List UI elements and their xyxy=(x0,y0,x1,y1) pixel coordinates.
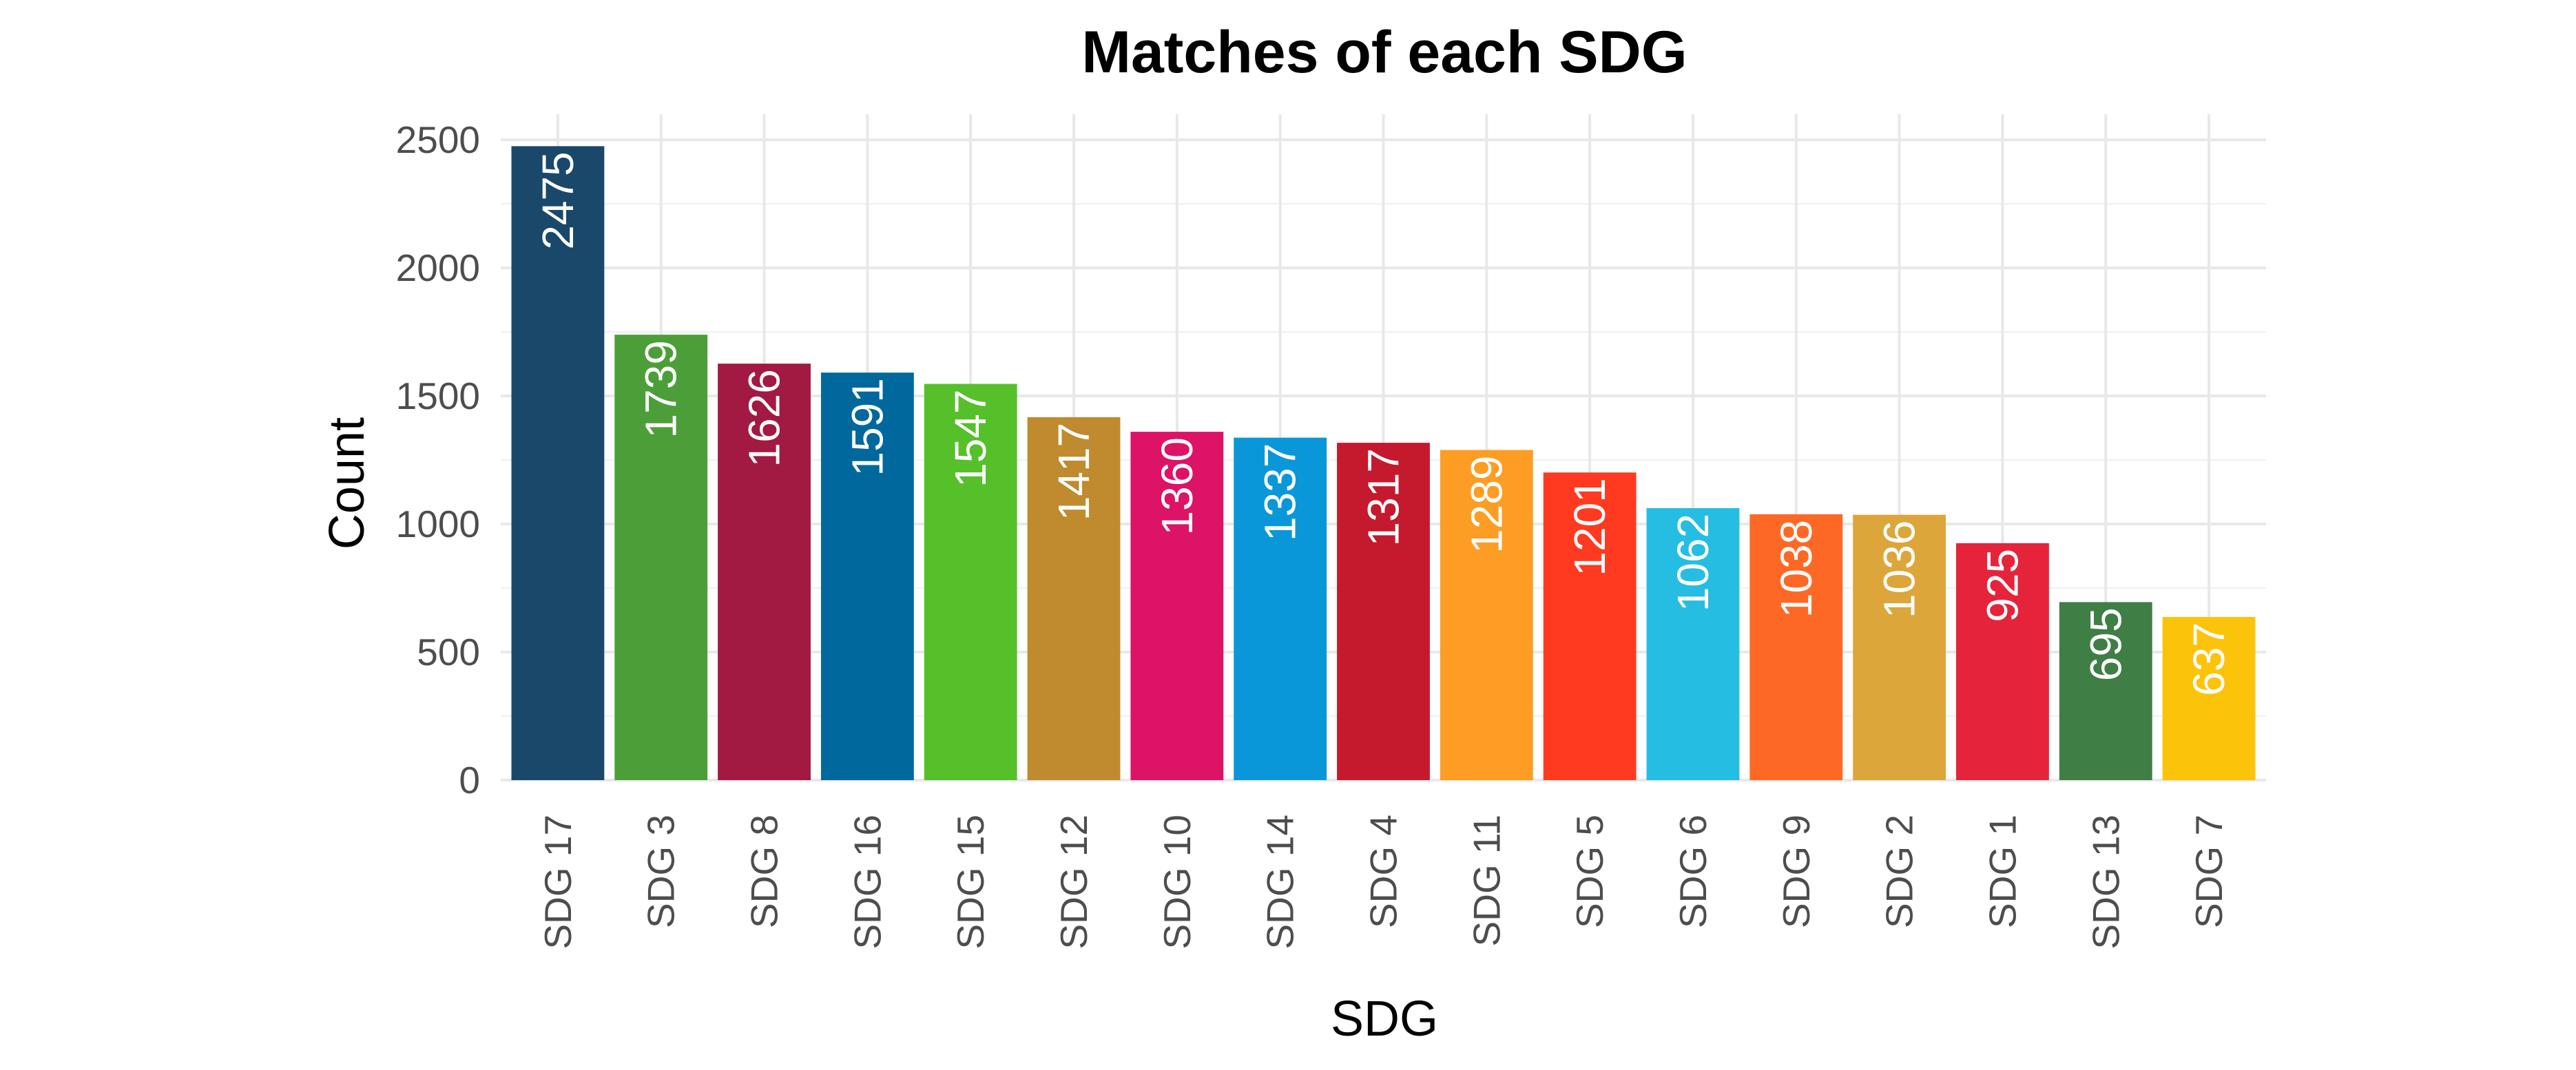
x-tick-label: SDG 16 xyxy=(846,815,889,950)
bar-value-label: 637 xyxy=(2184,622,2234,696)
bar xyxy=(1853,514,1946,780)
bar-value-label: 1360 xyxy=(1152,437,1202,535)
bar-value-label: 1739 xyxy=(636,340,686,438)
x-axis-ticks: SDG 17 SDG 3 SDG 8 SDG 16 SDG 15 SDG 12 SDG 10… xyxy=(537,815,2230,950)
y-tick-label: 1500 xyxy=(396,375,480,417)
x-axis-title: SDG xyxy=(1331,992,1438,1047)
x-tick-label: SDG 1 xyxy=(1981,815,2024,928)
bar xyxy=(718,364,811,780)
x-tick-label: SDG 5 xyxy=(1568,815,1611,928)
y-tick-label: 0 xyxy=(459,759,480,801)
bar-value-label: 1337 xyxy=(1256,443,1305,541)
x-tick-label: SDG 10 xyxy=(1156,815,1198,950)
y-axis-ticks: 0 500 1000 1500 2000 2500 xyxy=(396,118,480,801)
bar-value-label: 1417 xyxy=(1049,423,1099,521)
bar xyxy=(1234,437,1327,780)
x-tick-label: SDG 14 xyxy=(1259,815,1302,950)
bar xyxy=(1027,417,1121,780)
bar xyxy=(2059,602,2152,780)
x-tick-label: SDG 15 xyxy=(949,815,992,950)
bar-value-label: 695 xyxy=(2081,607,2130,681)
bar xyxy=(924,384,1017,780)
chart-title: Matches of each SDG xyxy=(1081,19,1687,85)
x-tick-label: SDG 11 xyxy=(1465,815,1508,947)
y-axis-title: Count xyxy=(320,417,375,549)
y-tick-label: 2500 xyxy=(396,118,480,161)
bar-value-label: 925 xyxy=(1977,549,2027,622)
bar-value-label: 1038 xyxy=(1772,520,1821,618)
bar-value-label: 1591 xyxy=(842,378,892,476)
bar-value-label: 1036 xyxy=(1875,521,1924,618)
x-tick-label: SDG 7 xyxy=(2188,815,2230,928)
x-tick-label: SDG 3 xyxy=(640,815,683,928)
bar-value-label: 2475 xyxy=(533,151,583,249)
x-tick-label: SDG 4 xyxy=(1362,815,1405,928)
x-tick-label: SDG 9 xyxy=(1775,815,1818,928)
x-tick-label: SDG 17 xyxy=(537,815,579,950)
bars xyxy=(511,146,2256,781)
x-tick-label: SDG 2 xyxy=(1878,815,1921,928)
bar-value-label: 1201 xyxy=(1565,478,1614,576)
y-tick-label: 2000 xyxy=(396,246,480,289)
bar xyxy=(1440,450,1533,780)
y-tick-label: 1000 xyxy=(396,503,480,545)
bar-value-label: 1062 xyxy=(1668,514,1718,611)
data-labels: 2475 1739 1626 1591 1547 1417 1360 1337 1317 1289… xyxy=(533,151,2234,696)
bar xyxy=(1337,443,1430,780)
bar-value-label: 1317 xyxy=(1359,448,1409,546)
bar xyxy=(511,146,605,781)
x-tick-label: SDG 6 xyxy=(1672,815,1714,928)
bar xyxy=(1130,432,1224,780)
bar xyxy=(1543,472,1637,780)
bar xyxy=(1749,514,1843,780)
x-tick-label: SDG 12 xyxy=(1052,815,1095,950)
bar xyxy=(820,373,914,780)
bar-value-label: 1547 xyxy=(946,390,995,487)
x-tick-label: SDG 13 xyxy=(2084,815,2127,950)
x-tick-label: SDG 8 xyxy=(743,815,786,928)
y-tick-label: 500 xyxy=(417,631,480,673)
bar xyxy=(614,335,708,780)
bar-value-label: 1289 xyxy=(1462,455,1511,553)
bar xyxy=(1646,507,1740,780)
bar-value-label: 1626 xyxy=(740,369,789,467)
bar xyxy=(2162,617,2256,780)
bar xyxy=(1956,543,2049,780)
